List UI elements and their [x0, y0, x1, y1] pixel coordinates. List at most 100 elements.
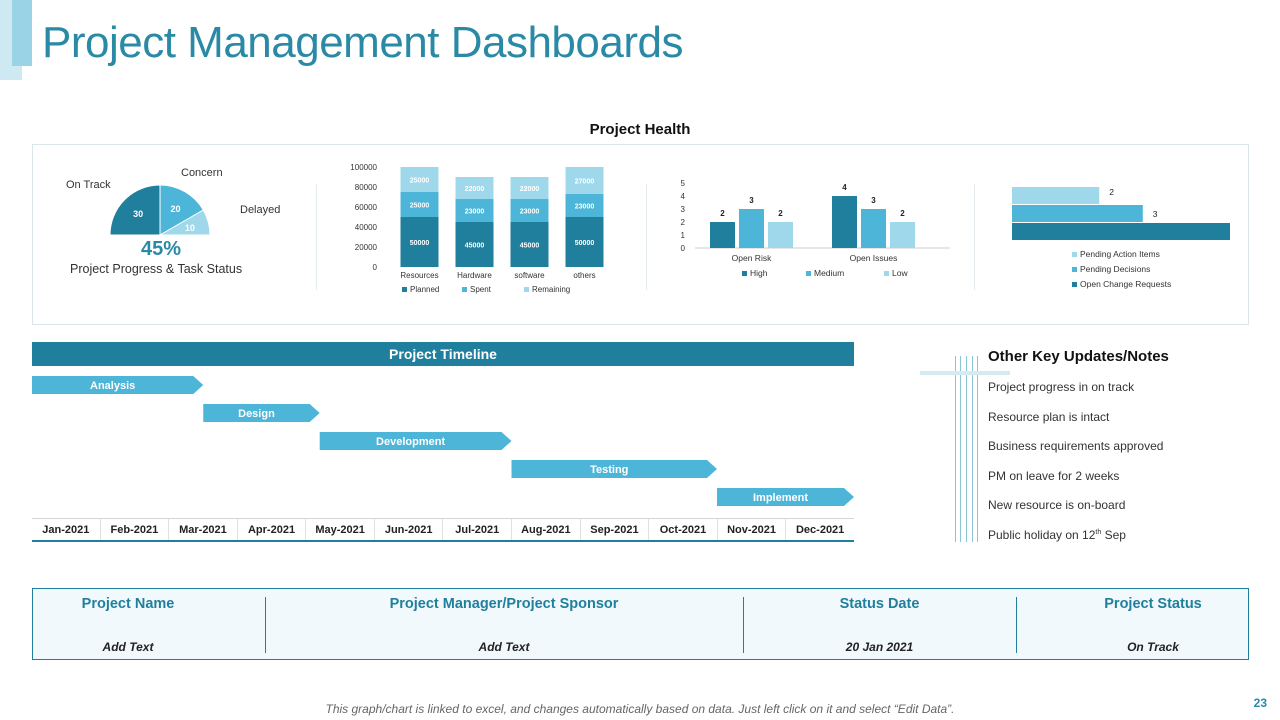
- project-name-value[interactable]: Add Text: [102, 640, 154, 654]
- timeline-phase-bar: [203, 404, 320, 422]
- semicircle-slice: [109, 184, 161, 236]
- bar-value-label: 23000: [465, 209, 485, 216]
- note-item: New resource is on-board: [988, 498, 1126, 512]
- legend-label: Planned: [410, 285, 439, 294]
- timeline-month: Dec-2021: [795, 524, 845, 536]
- timeline-phase-bar: [511, 460, 717, 478]
- project-status-column: Project Status On Track: [1038, 589, 1268, 661]
- y-tick-label: 2: [681, 218, 686, 227]
- y-tick-label: 5: [681, 179, 686, 188]
- timeline-month: Feb-2021: [101, 519, 170, 540]
- bar-value-label: 27000: [575, 179, 595, 186]
- horizontal-bar: [1012, 205, 1143, 222]
- project-health-panel: [32, 144, 1249, 325]
- on-track-label: On Track: [66, 179, 111, 191]
- panel-divider: [974, 184, 975, 290]
- legend-label: Open Change Requests: [1080, 279, 1171, 289]
- bar-value-label: 2: [900, 209, 905, 218]
- project-name-label: Project Name: [81, 596, 175, 612]
- grouped-bar: [768, 222, 793, 248]
- corner-decoration-dark: [12, 0, 32, 66]
- timeline-month: Sep-2021: [581, 519, 650, 540]
- budget-stacked-bar-chart: 0 20000 40000 60000 80000 100000 50000 25000 250…: [350, 163, 604, 294]
- panel-divider: [316, 184, 317, 290]
- legend-label: High: [750, 268, 768, 278]
- stacked-bar-segment: [400, 192, 439, 217]
- bar-value-label: 22000: [520, 186, 540, 193]
- legend-swatch: [402, 287, 407, 292]
- note-item: PM on leave for 2 weeks: [988, 469, 1120, 483]
- bar-value-label: 4: [842, 183, 847, 192]
- bar-value-label: 23000: [575, 204, 595, 211]
- progress-semicircle-chart: 30 20 10: [109, 184, 211, 236]
- info-divider: [743, 597, 744, 653]
- delayed-label: Delayed: [240, 204, 281, 216]
- x-tick-label: Open Issues: [850, 253, 898, 263]
- y-tick-label: 60000: [355, 203, 378, 212]
- stacked-bar-segment: [455, 199, 494, 222]
- x-tick-label: others: [573, 271, 595, 280]
- legend-label: Pending Decisions: [1080, 264, 1150, 274]
- timeline-month: May-2021: [306, 519, 375, 540]
- legend-swatch: [742, 271, 747, 276]
- x-tick-label: Open Risk: [732, 253, 772, 263]
- semicircle-slice-label: 20: [170, 204, 180, 214]
- legend-swatch: [462, 287, 467, 292]
- timeline-month: Oct-2021: [649, 519, 718, 540]
- manager-label: Project Manager/Project Sponsor: [389, 596, 619, 612]
- bar-value-label: 3: [871, 196, 876, 205]
- page-number: 23: [1253, 696, 1267, 710]
- legend-label: Pending Action Items: [1080, 249, 1160, 259]
- page-title: Project Management Dashboards: [42, 18, 683, 67]
- project-status-label: Project Status: [1104, 596, 1202, 612]
- y-tick-label: 3: [681, 205, 686, 214]
- grouped-bar: [832, 196, 857, 248]
- note-item: Business requirements approved: [988, 439, 1164, 453]
- timeline-month: Mar-2021: [169, 519, 238, 540]
- bar-value-label: 3: [1153, 209, 1158, 219]
- stacked-bar-segment: [565, 167, 604, 194]
- status-date-value[interactable]: 20 Jan 2021: [845, 640, 914, 654]
- x-tick-label: software: [514, 271, 545, 280]
- timeline-month: Jun-2021: [375, 519, 444, 540]
- timeline-phase-label: Implement: [753, 492, 808, 504]
- stacked-bar-segment: [510, 177, 549, 199]
- stacked-bar-segment: [510, 222, 549, 267]
- timeline-month: Jan-2021: [32, 519, 101, 540]
- timeline-phase-label: Development: [376, 436, 445, 448]
- stacked-bar-segment: [565, 194, 604, 217]
- status-date-column: Status Date 20 Jan 2021: [743, 589, 1016, 661]
- manager-value[interactable]: Add Text: [478, 640, 530, 654]
- stacked-bar-segment: [400, 217, 439, 267]
- note-item: Project progress in on track: [988, 380, 1135, 394]
- bar-value-label: 22000: [465, 186, 485, 193]
- x-tick-label: Resources: [400, 271, 438, 280]
- grouped-bar: [890, 222, 915, 248]
- notes-title: Other Key Updates/Notes: [988, 348, 1169, 365]
- grouped-bar: [861, 209, 886, 248]
- bar-value-label: 3: [749, 196, 754, 205]
- horizontal-bar: [1012, 187, 1100, 204]
- project-health-title: Project Health: [589, 121, 691, 138]
- y-tick-label: 1: [681, 231, 686, 240]
- bar-value-label: 2: [778, 209, 783, 218]
- y-tick-label: 0: [373, 263, 378, 272]
- bar-value-label: 25000: [410, 178, 430, 185]
- bar-value-label: 45000: [465, 243, 485, 250]
- timeline-phase-label: Testing: [590, 464, 628, 476]
- project-status-value[interactable]: On Track: [1127, 640, 1179, 654]
- project-name-column: Project Name Add Text: [33, 589, 223, 661]
- x-tick-label: Hardware: [457, 271, 492, 280]
- legend-label: Spent: [470, 285, 492, 294]
- legend-swatch: [1072, 282, 1077, 287]
- timeline-phase-bar: [32, 376, 204, 394]
- holiday-month: Sep: [1101, 528, 1126, 542]
- timeline-gantt: Analysis Design Development Testing Implemen…: [32, 376, 854, 506]
- footer-note: This graph/chart is linked to excel, and…: [325, 702, 955, 716]
- semicircle-slice: [159, 184, 204, 236]
- y-tick-label: 20000: [355, 243, 378, 252]
- bar-value-label: 2: [1109, 187, 1114, 197]
- manager-column: Project Manager/Project Sponsor Add Text: [265, 589, 743, 661]
- info-divider: [1016, 597, 1017, 653]
